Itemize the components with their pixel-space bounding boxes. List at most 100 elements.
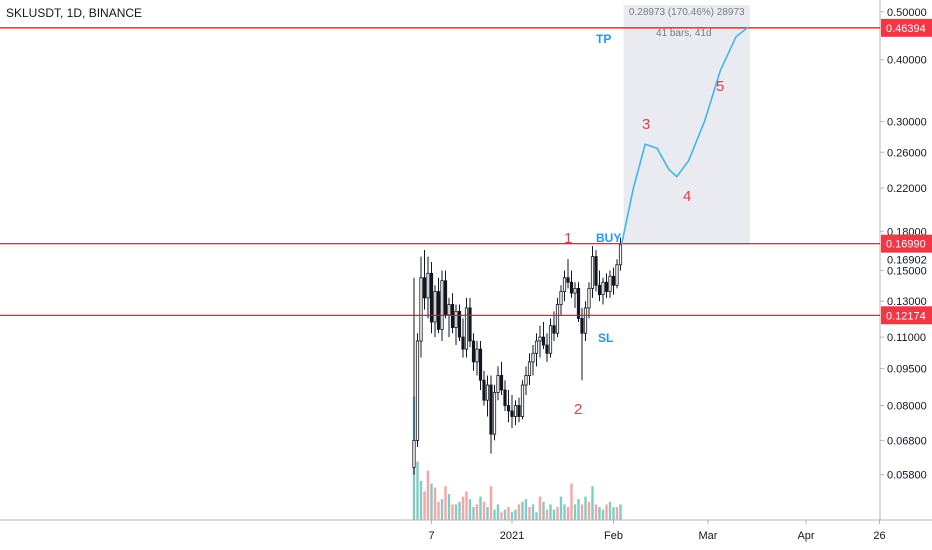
candle-body (541, 336, 546, 346)
candle-body (485, 384, 490, 401)
last-price-label: 0.16902 (887, 254, 927, 266)
candle-body (436, 291, 441, 330)
y-tick-label: 0.13000 (887, 296, 927, 308)
volume-bar (521, 501, 524, 520)
candle-body (552, 325, 556, 334)
measure-label-bars: 41 bars, 41d (656, 28, 712, 39)
sl-marker: SL (598, 331, 613, 345)
volume-bar (584, 496, 587, 520)
volume-bar (468, 499, 472, 520)
volume-bar (594, 504, 598, 520)
volume-bar (426, 470, 430, 520)
candle-body (510, 410, 514, 417)
candle-body (531, 352, 535, 363)
volume-bar (444, 486, 447, 520)
tp-marker: TP (596, 32, 611, 46)
y-tick-label: 0.50000 (887, 7, 927, 19)
volume-bar (605, 504, 608, 520)
wave-label-4: 4 (683, 188, 691, 205)
buy-level-label: 0.16990 (886, 239, 926, 251)
volume-bar (573, 504, 577, 520)
candle-body (461, 336, 465, 350)
volume-bar (535, 512, 538, 520)
wave-label-5: 5 (716, 78, 724, 95)
candle-body (419, 277, 423, 342)
volume-bar (479, 496, 482, 520)
candle-body (457, 310, 462, 338)
volume-bar (465, 491, 468, 520)
volume-bar (440, 499, 444, 520)
y-tick-label: 0.05800 (887, 470, 927, 482)
candle-body (524, 375, 528, 386)
candle-body (534, 340, 539, 354)
candle-body (492, 392, 497, 435)
candle-body (573, 287, 577, 294)
volume-bar (538, 496, 542, 520)
candle-body (527, 361, 532, 376)
x-tick-label: Mar (699, 530, 718, 542)
volume-bar (500, 512, 503, 520)
sl-level-label-bg (881, 306, 932, 325)
candle-body (555, 304, 560, 334)
candle-body (604, 281, 609, 292)
candle-body (538, 336, 542, 342)
candle-body (513, 405, 518, 417)
candle-body (566, 277, 570, 283)
x-tick-label: 7 (428, 530, 434, 542)
tp-level-label-bg (881, 18, 932, 37)
y-tick-label: 0.30000 (887, 117, 927, 129)
chart-title: SKLUSDT, 1D, BINANCE (6, 6, 143, 20)
volume-bar (542, 501, 545, 520)
volume-bar (528, 507, 531, 520)
wave-label-1: 1 (564, 230, 572, 247)
candle-body (587, 287, 591, 309)
candle-body (615, 264, 619, 286)
volume-bar (545, 509, 549, 520)
volume-bar (433, 487, 437, 520)
volume-bar (507, 507, 510, 520)
y-tick-label: 0.40000 (887, 55, 927, 67)
candle-body (478, 348, 483, 381)
x-tick-label: 26 (873, 530, 885, 542)
candle-body (482, 379, 486, 401)
volume-bar (423, 491, 426, 520)
wave-label-3: 3 (642, 116, 650, 133)
candle-body (545, 344, 549, 354)
volume-bar (472, 507, 475, 520)
volume-bar (598, 507, 601, 520)
volume-bar (587, 501, 591, 520)
candle-body (601, 281, 605, 296)
buy-level-label-bg (881, 234, 932, 253)
wave-label-2: 2 (574, 401, 582, 418)
volume-bar (489, 486, 493, 520)
candle-body (422, 277, 427, 299)
candle-body (471, 340, 476, 363)
x-tick-label: Feb (604, 530, 623, 542)
candle-body (464, 307, 469, 350)
volume-bar (437, 501, 440, 520)
candle-body (517, 405, 521, 417)
y-tick-label: 0.06800 (887, 435, 927, 447)
candle-body (415, 340, 420, 441)
candle-body (608, 275, 612, 292)
candle-body (433, 291, 437, 323)
volume-bar (503, 509, 507, 520)
tp-level-label: 0.46394 (886, 23, 926, 35)
volume-bar (570, 483, 573, 520)
candle-body (454, 310, 458, 328)
y-tick-label: 0.22000 (887, 183, 927, 195)
candle-body (583, 307, 588, 334)
measure-label-percent: 0.28973 (170.46%) 28973 (629, 7, 745, 18)
candle-body (489, 384, 493, 435)
volume-bar (563, 504, 566, 520)
volume-bar (454, 504, 458, 520)
candle-body (440, 280, 444, 330)
candle-body (559, 291, 563, 305)
volume-bar (559, 496, 563, 520)
candle-body (618, 244, 623, 266)
x-tick-label: 2021 (500, 530, 524, 542)
measure-range-box (623, 5, 750, 245)
volume-bar (475, 504, 479, 520)
candle-body (499, 375, 504, 391)
